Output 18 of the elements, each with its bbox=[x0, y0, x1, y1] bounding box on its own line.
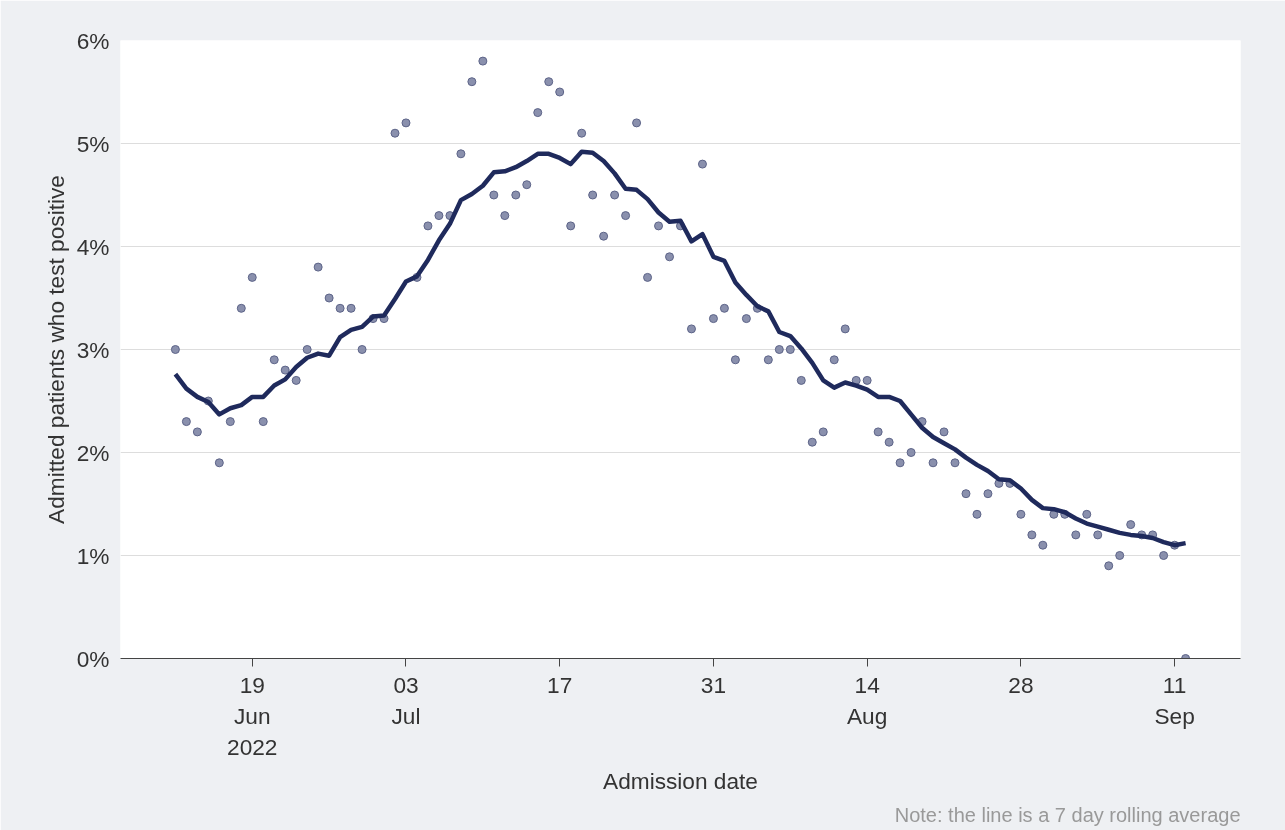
text: Note: the line is a 7 day rolling average bbox=[894, 803, 1241, 826]
y-tick-label: 0% bbox=[76, 645, 110, 672]
y-tick-label: 5% bbox=[76, 130, 110, 157]
y-tick-label: 4% bbox=[76, 233, 110, 260]
y-axis-title: Admitted patients who test positive bbox=[42, 175, 69, 524]
line-series bbox=[173, 149, 1188, 548]
y-tick-label: 1% bbox=[76, 542, 110, 569]
x-tick-label: 11 Sep bbox=[1154, 671, 1195, 729]
x-tick-label: 03 Jul bbox=[391, 671, 421, 729]
x-axis-title: Admission date bbox=[603, 767, 758, 794]
x-tick-label: 31 bbox=[700, 671, 727, 698]
x-tick-label: 19 Jun 2022 bbox=[227, 671, 278, 760]
x-tick-label: 28 bbox=[1008, 671, 1034, 698]
x-tick-label: 17 bbox=[547, 671, 573, 698]
x-tick-label: 14 Aug bbox=[847, 671, 888, 729]
y-tick-label: 2% bbox=[76, 439, 110, 466]
y-tick-label: 3% bbox=[76, 336, 110, 363]
y-tick-label: 6% bbox=[76, 27, 110, 54]
